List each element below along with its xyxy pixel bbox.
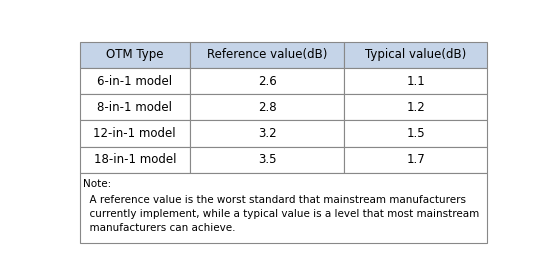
Text: 2.6: 2.6 bbox=[258, 75, 276, 88]
Text: 1.1: 1.1 bbox=[406, 75, 425, 88]
Bar bbox=[190, 94, 345, 120]
Bar bbox=[190, 68, 345, 94]
Bar bbox=[345, 94, 487, 120]
Text: 12-in-1 model: 12-in-1 model bbox=[93, 127, 176, 140]
Text: Note:: Note: bbox=[84, 179, 112, 189]
Bar bbox=[80, 120, 190, 147]
Text: 18-in-1 model: 18-in-1 model bbox=[93, 153, 176, 166]
Bar bbox=[80, 42, 190, 68]
Bar bbox=[190, 42, 345, 68]
Text: 1.2: 1.2 bbox=[406, 101, 425, 114]
Text: Reference value(dB): Reference value(dB) bbox=[207, 48, 327, 61]
Bar bbox=[345, 147, 487, 173]
Bar bbox=[80, 173, 487, 243]
Text: 8-in-1 model: 8-in-1 model bbox=[97, 101, 173, 114]
Text: 6-in-1 model: 6-in-1 model bbox=[97, 75, 173, 88]
Bar bbox=[345, 42, 487, 68]
Bar bbox=[80, 147, 190, 173]
Text: OTM Type: OTM Type bbox=[106, 48, 164, 61]
Bar bbox=[345, 120, 487, 147]
Text: 1.5: 1.5 bbox=[406, 127, 425, 140]
Text: A reference value is the worst standard that mainstream manufacturers
  currentl: A reference value is the worst standard … bbox=[84, 195, 479, 233]
Bar bbox=[80, 68, 190, 94]
Bar bbox=[190, 147, 345, 173]
Text: 3.5: 3.5 bbox=[258, 153, 276, 166]
Bar bbox=[80, 94, 190, 120]
Bar bbox=[345, 68, 487, 94]
Text: Typical value(dB): Typical value(dB) bbox=[365, 48, 466, 61]
Text: 1.7: 1.7 bbox=[406, 153, 425, 166]
Bar bbox=[190, 120, 345, 147]
Text: 3.2: 3.2 bbox=[258, 127, 276, 140]
Text: 2.8: 2.8 bbox=[258, 101, 276, 114]
